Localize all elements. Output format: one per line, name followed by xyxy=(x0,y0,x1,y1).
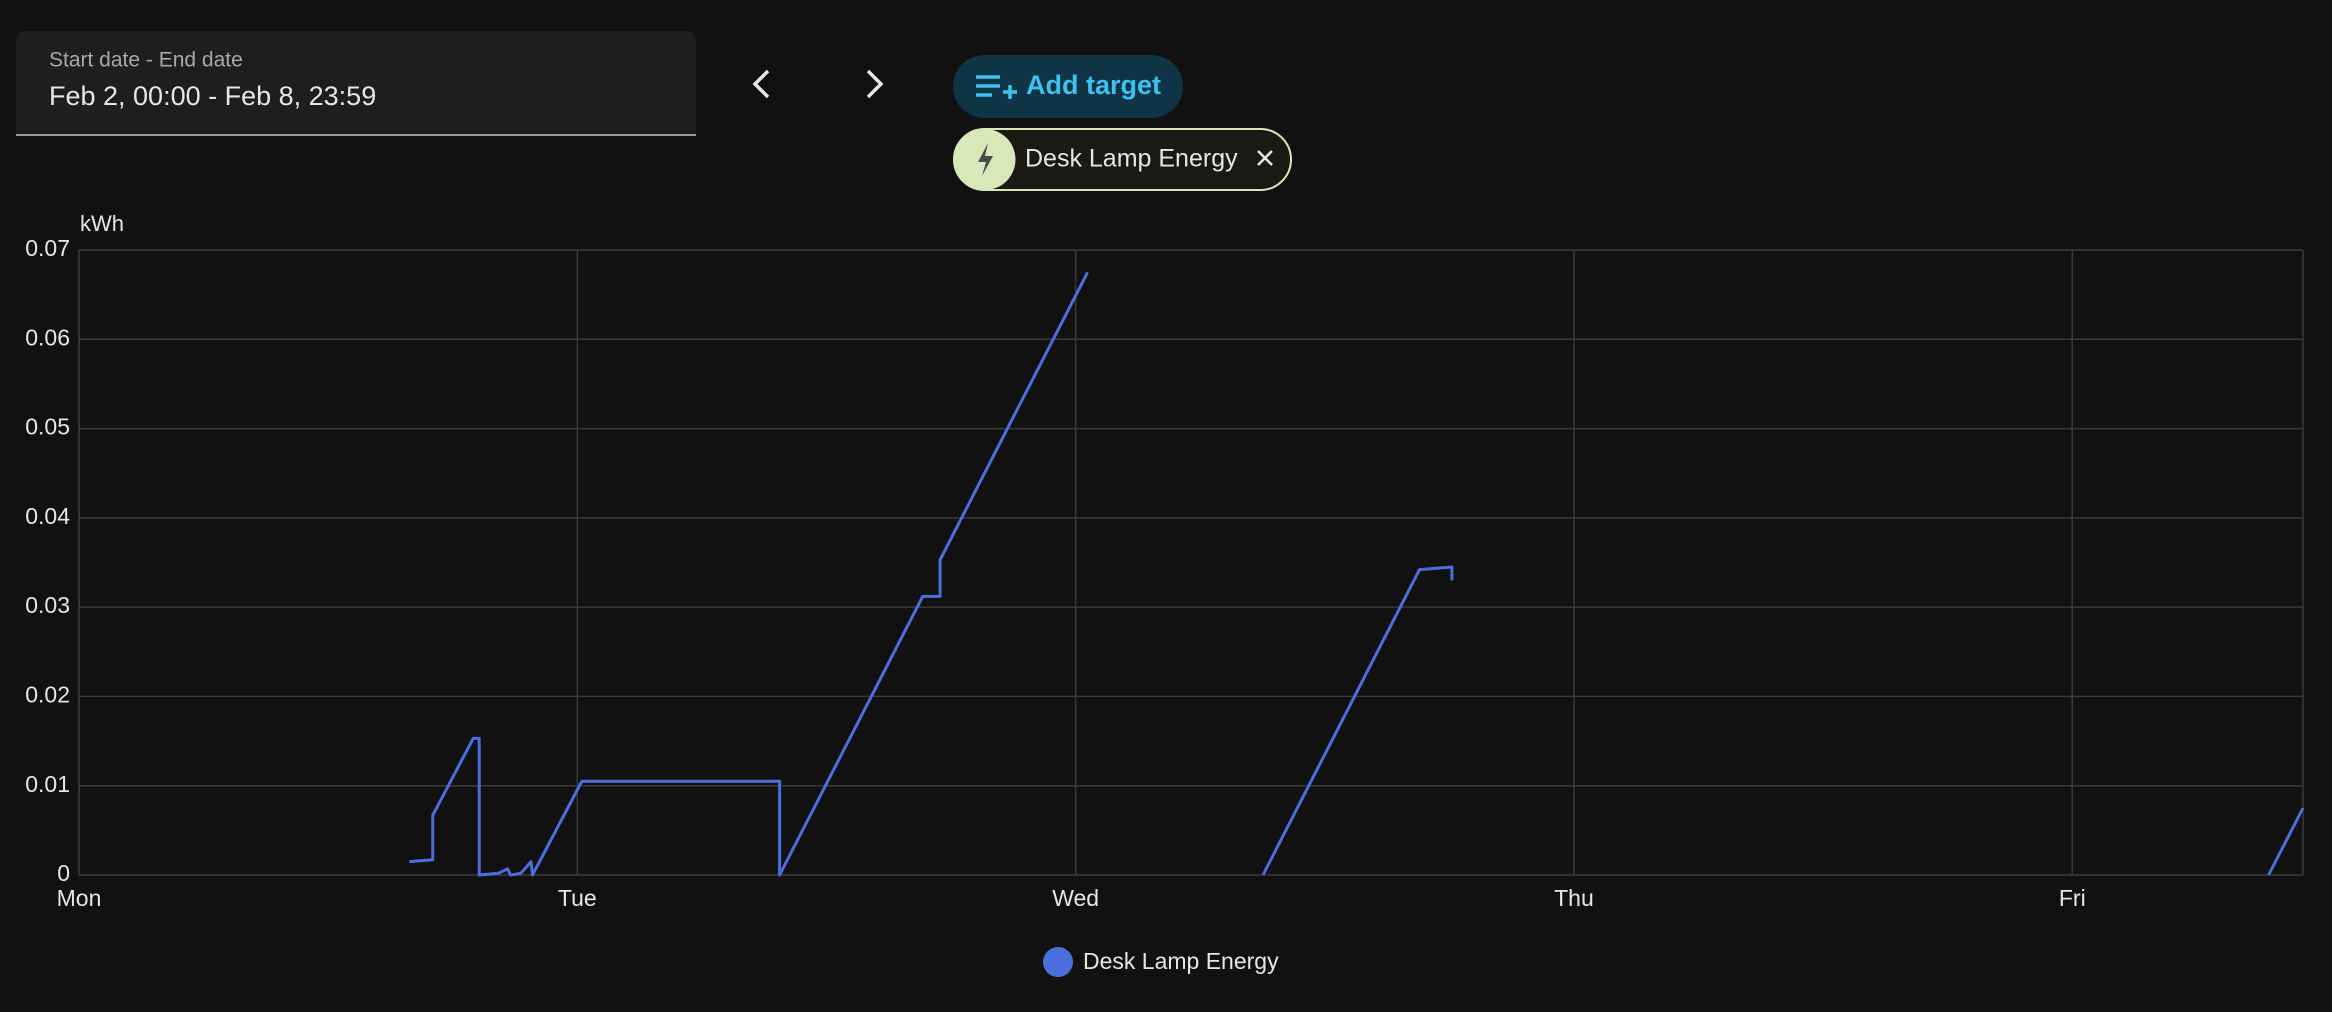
add-icon xyxy=(976,75,1017,99)
y-tick-label: 0.05 xyxy=(25,414,70,440)
data-line xyxy=(409,271,2305,877)
chip-label: Desk Lamp Energy xyxy=(1025,145,1238,173)
bolt-icon xyxy=(978,143,993,176)
button-label: Add target xyxy=(1026,70,1161,100)
y-tick-label: 0.06 xyxy=(25,324,70,350)
y-tick-label: 0.04 xyxy=(25,503,70,529)
y-axis-label: kWh xyxy=(80,211,124,236)
prev-button[interactable] xyxy=(752,69,770,99)
next-button[interactable] xyxy=(866,69,884,99)
y-tick-label: 0 xyxy=(57,860,70,886)
chart: kWh 0 0.01 0.02 0.03 0.04 0.05 0.06 0.07 Mon Tue W… xyxy=(25,211,2305,977)
chip-bg xyxy=(953,128,1292,191)
date-picker[interactable]: Start date - End date Feb 2, 00:00 - Feb… xyxy=(16,31,696,136)
x-tick-label: Mon xyxy=(57,885,102,911)
date-label: Start date - End date xyxy=(49,49,243,72)
date-value: Feb 2, 00:00 - Feb 8, 23:59 xyxy=(49,81,376,111)
legend-swatch xyxy=(1043,947,1073,977)
legend-label: Desk Lamp Energy xyxy=(1083,948,1279,974)
x-tick-label: Fri xyxy=(2059,885,2086,911)
x-tick-label: Wed xyxy=(1052,885,1099,911)
x-tick-label: Tue xyxy=(558,885,597,911)
y-tick-label: 0.03 xyxy=(25,592,70,618)
chip-remove[interactable] xyxy=(1257,150,1273,166)
add-target-button[interactable]: Add target xyxy=(953,55,1183,118)
button-bg[interactable] xyxy=(953,55,1183,118)
y-tick-label: 0.02 xyxy=(25,682,70,708)
x-tick-label: Thu xyxy=(1554,885,1594,911)
target-chip[interactable]: Desk Lamp Energy xyxy=(953,128,1292,191)
date-field[interactable] xyxy=(16,31,696,135)
y-tick-label: 0.01 xyxy=(25,771,70,797)
y-tick-label: 0.07 xyxy=(25,235,70,261)
